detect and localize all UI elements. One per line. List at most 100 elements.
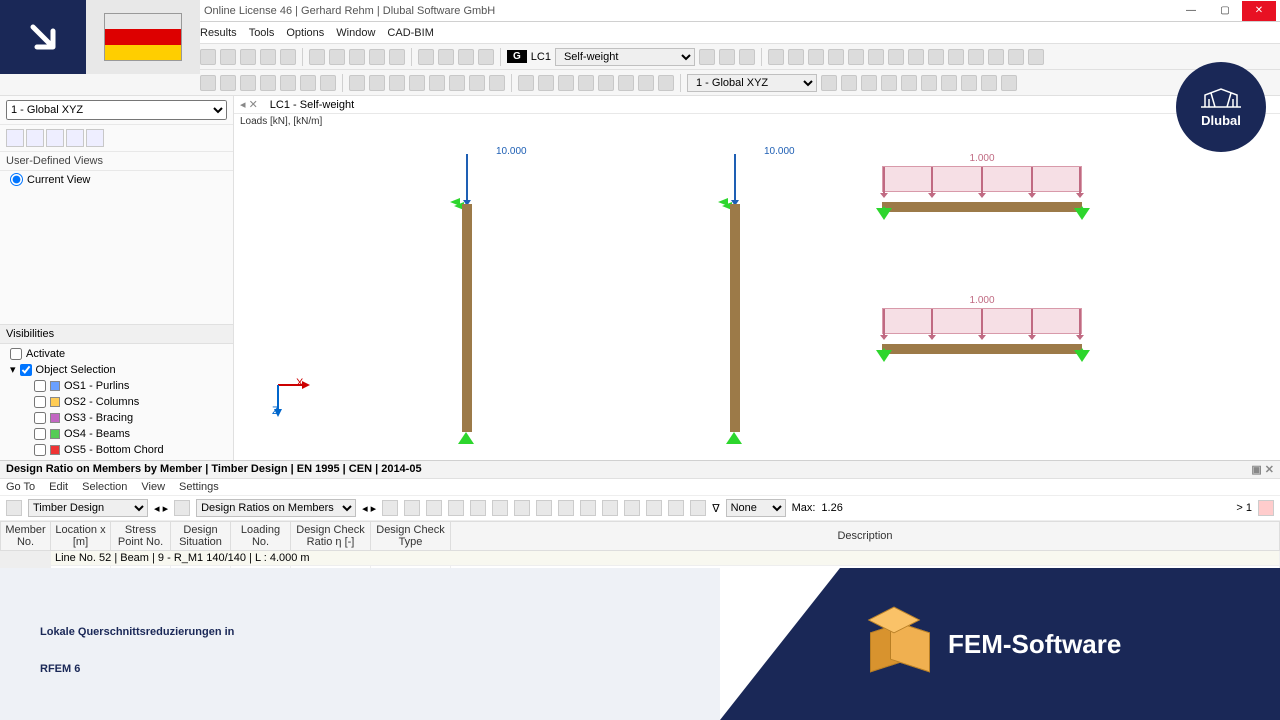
tool-icon[interactable] bbox=[821, 75, 837, 91]
model-viewport[interactable]: ◂ ✕ LC1 - Self-weight Loads [kN], [kN/m]… bbox=[234, 96, 1280, 460]
view-icon[interactable] bbox=[6, 129, 24, 147]
tool-icon[interactable] bbox=[449, 75, 465, 91]
tool-icon[interactable] bbox=[646, 500, 662, 516]
tool-icon[interactable] bbox=[418, 49, 434, 65]
tool-icon[interactable] bbox=[981, 75, 997, 91]
tool-icon[interactable] bbox=[1008, 49, 1024, 65]
current-view-radio[interactable]: Current View bbox=[0, 171, 233, 188]
tool-icon[interactable] bbox=[489, 75, 505, 91]
tool-icon[interactable] bbox=[638, 75, 654, 91]
tool-icon[interactable] bbox=[881, 75, 897, 91]
minimize-button[interactable]: — bbox=[1174, 1, 1208, 21]
tool-icon[interactable] bbox=[369, 75, 385, 91]
tool-icon[interactable] bbox=[404, 500, 420, 516]
results-toolbar[interactable]: Timber Design ◂ ▸ Design Ratios on Membe… bbox=[0, 496, 1280, 521]
tool-icon[interactable] bbox=[382, 500, 398, 516]
tool-icon[interactable] bbox=[280, 75, 296, 91]
tool-icon[interactable] bbox=[908, 49, 924, 65]
tool-icon[interactable] bbox=[309, 49, 325, 65]
view-icon[interactable] bbox=[26, 129, 44, 147]
menu-window[interactable]: Window bbox=[336, 27, 375, 39]
tool-icon[interactable] bbox=[426, 500, 442, 516]
tool-icon[interactable] bbox=[788, 49, 804, 65]
tool-icon[interactable] bbox=[848, 49, 864, 65]
tool-icon[interactable] bbox=[6, 500, 22, 516]
tool-icon[interactable] bbox=[868, 49, 884, 65]
tool-icon[interactable] bbox=[598, 75, 614, 91]
tool-icon[interactable] bbox=[260, 49, 276, 65]
tool-icon[interactable] bbox=[320, 75, 336, 91]
tool-icon[interactable] bbox=[580, 500, 596, 516]
tool-icon[interactable] bbox=[558, 75, 574, 91]
tool-icon[interactable] bbox=[280, 49, 296, 65]
tool-icon[interactable] bbox=[968, 49, 984, 65]
tool-icon[interactable] bbox=[768, 49, 784, 65]
tool-icon[interactable] bbox=[658, 75, 674, 91]
tool-icon[interactable] bbox=[514, 500, 530, 516]
flag-icon[interactable] bbox=[1258, 500, 1274, 516]
result-type-select[interactable]: Design Ratios on Members bbox=[196, 499, 356, 517]
tool-icon[interactable] bbox=[828, 49, 844, 65]
tool-icon[interactable] bbox=[941, 75, 957, 91]
tool-icon[interactable] bbox=[578, 75, 594, 91]
tool-icon[interactable] bbox=[429, 75, 445, 91]
view-icon[interactable] bbox=[66, 129, 84, 147]
tool-icon[interactable] bbox=[921, 75, 937, 91]
coord-select[interactable]: 1 - Global XYZ bbox=[687, 74, 817, 92]
tool-icon[interactable] bbox=[602, 500, 618, 516]
tool-icon[interactable] bbox=[668, 500, 684, 516]
tool-icon[interactable] bbox=[220, 75, 236, 91]
tool-icon[interactable] bbox=[200, 75, 216, 91]
tool-icon[interactable] bbox=[478, 49, 494, 65]
view-icon[interactable] bbox=[86, 129, 104, 147]
results-menu[interactable]: Go ToEditSelectionViewSettings bbox=[0, 479, 1280, 496]
tool-icon[interactable] bbox=[624, 500, 640, 516]
tool-icon[interactable] bbox=[888, 49, 904, 65]
tool-icon[interactable] bbox=[470, 500, 486, 516]
tool-icon[interactable] bbox=[719, 49, 735, 65]
tool-icon[interactable] bbox=[349, 75, 365, 91]
tool-icon[interactable] bbox=[174, 500, 190, 516]
radio[interactable] bbox=[10, 173, 23, 186]
filter-select[interactable]: None bbox=[726, 499, 786, 517]
tool-icon[interactable] bbox=[518, 75, 534, 91]
results-table[interactable]: Member No.Location x [m]Stress Point No.… bbox=[0, 521, 1280, 568]
close-button[interactable]: ✕ bbox=[1242, 1, 1276, 21]
tool-icon[interactable] bbox=[558, 500, 574, 516]
canvas[interactable]: 10.000 10.000 1.000 1.000 bbox=[234, 114, 1280, 460]
menu-tools[interactable]: Tools bbox=[249, 27, 275, 39]
tool-icon[interactable] bbox=[739, 49, 755, 65]
tool-icon[interactable] bbox=[1001, 75, 1017, 91]
tool-icon[interactable] bbox=[492, 500, 508, 516]
tool-icon[interactable] bbox=[618, 75, 634, 91]
tool-icon[interactable] bbox=[389, 75, 405, 91]
menu-results[interactable]: Results bbox=[200, 27, 237, 39]
menu-options[interactable]: Options bbox=[286, 27, 324, 39]
tool-icon[interactable] bbox=[948, 49, 964, 65]
design-module-select[interactable]: Timber Design bbox=[28, 499, 148, 517]
tool-icon[interactable] bbox=[988, 49, 1004, 65]
loadcase-select[interactable]: Self-weight bbox=[555, 48, 695, 66]
tool-icon[interactable] bbox=[469, 75, 485, 91]
tool-icon[interactable] bbox=[220, 49, 236, 65]
menu-cadbim[interactable]: CAD-BIM bbox=[387, 27, 433, 39]
tool-icon[interactable] bbox=[928, 49, 944, 65]
tool-icon[interactable] bbox=[300, 75, 316, 91]
tool-icon[interactable] bbox=[961, 75, 977, 91]
activate-checkbox[interactable] bbox=[10, 348, 22, 360]
tool-icon[interactable] bbox=[861, 75, 877, 91]
tool-icon[interactable] bbox=[690, 500, 706, 516]
tool-icon[interactable] bbox=[1028, 49, 1044, 65]
tool-icon[interactable] bbox=[699, 49, 715, 65]
tool-icon[interactable] bbox=[200, 49, 216, 65]
maximize-button[interactable]: ▢ bbox=[1208, 1, 1242, 21]
tool-icon[interactable] bbox=[538, 75, 554, 91]
tool-icon[interactable] bbox=[240, 49, 256, 65]
view-icon[interactable] bbox=[46, 129, 64, 147]
tool-icon[interactable] bbox=[349, 49, 365, 65]
tool-icon[interactable] bbox=[808, 49, 824, 65]
os-checkbox[interactable] bbox=[20, 364, 32, 376]
tool-icon[interactable] bbox=[458, 49, 474, 65]
tool-icon[interactable] bbox=[389, 49, 405, 65]
tool-icon[interactable] bbox=[448, 500, 464, 516]
